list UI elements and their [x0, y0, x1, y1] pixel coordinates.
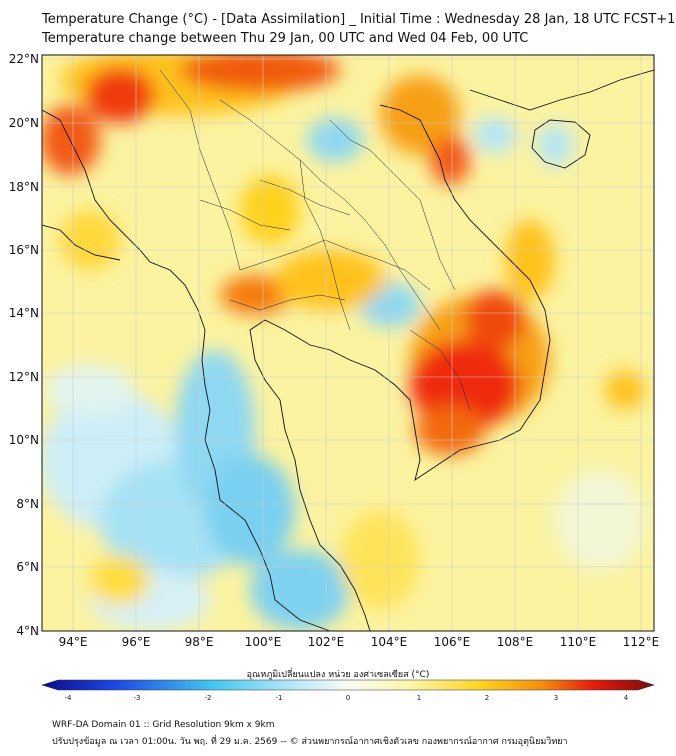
- colorbar-tick: 1: [417, 694, 421, 702]
- colorbar: [41, 679, 655, 691]
- lon-label: 112°E: [623, 635, 660, 649]
- chart-subtitle: Temperature change between Thu 29 Jan, 0…: [42, 31, 529, 46]
- lat-label: 4°N: [16, 624, 39, 638]
- lon-label: 106°E: [434, 635, 471, 649]
- lon-label: 96°E: [122, 635, 151, 649]
- chart-title: Temperature Change (°C) - [Data Assimila…: [42, 12, 676, 27]
- lat-label: 20°N: [9, 116, 39, 130]
- colorbar-tick: 4: [624, 694, 629, 702]
- colorbar-tick: -4: [65, 694, 73, 702]
- map-frame: [41, 54, 655, 632]
- lon-label: 94°E: [59, 635, 88, 649]
- lat-label: 18°N: [9, 180, 39, 194]
- lon-label: 100°E: [245, 635, 282, 649]
- colorbar-tick: 3: [554, 694, 558, 702]
- colorbar-tick: -2: [205, 694, 212, 702]
- lat-label: 22°N: [9, 52, 39, 66]
- coastlines: [42, 69, 654, 631]
- colorbar-label: อุณหภูมิเปลี่ยนแปลง หน่วย องศาเซลเซียส (…: [246, 670, 430, 680]
- lon-label: 98°E: [185, 635, 214, 649]
- lon-label: 110°E: [560, 635, 597, 649]
- lon-label: 108°E: [497, 635, 534, 649]
- borders: [159, 69, 471, 411]
- colorbar-tick: -3: [134, 694, 141, 702]
- colorbar-tick: 2: [485, 694, 489, 702]
- temperature-field: [42, 55, 654, 631]
- colorbar-tick: 0: [346, 694, 350, 702]
- lon-label: 104°E: [371, 635, 408, 649]
- lat-label: 8°N: [16, 497, 39, 511]
- lat-label: 6°N: [16, 560, 39, 574]
- colorbar-tick: -1: [276, 694, 283, 702]
- lat-label: 14°N: [9, 306, 39, 320]
- lon-label: 102°E: [308, 635, 345, 649]
- gridlines: [42, 55, 654, 631]
- footer-update-info: ปรับปรุงข้อมูล ณ เวลา 01:00น. วัน พฤ. ที…: [52, 737, 568, 747]
- lat-label: 12°N: [9, 370, 39, 384]
- lat-label: 16°N: [9, 243, 39, 257]
- lat-label: 10°N: [9, 433, 39, 447]
- footer-model-info: WRF-DA Domain 01 :: Grid Resolution 9km …: [52, 720, 275, 730]
